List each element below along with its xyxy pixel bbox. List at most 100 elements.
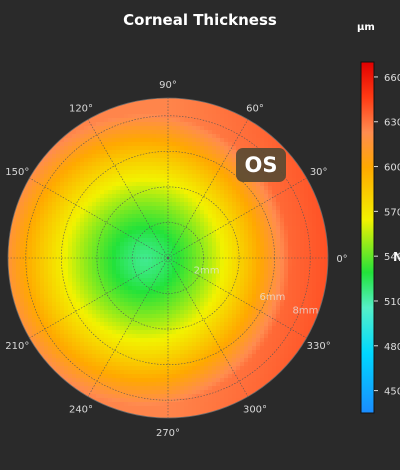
heatmap-cell bbox=[212, 230, 217, 235]
heatmap-cell bbox=[208, 286, 213, 291]
heatmap-cell bbox=[256, 350, 261, 355]
heatmap-cell bbox=[312, 218, 317, 223]
heatmap-cell bbox=[88, 338, 93, 343]
heatmap-cell bbox=[100, 270, 105, 275]
heatmap-cell bbox=[116, 362, 121, 367]
heatmap-cell bbox=[148, 162, 153, 167]
heatmap-cell bbox=[164, 202, 169, 207]
heatmap-cell bbox=[36, 166, 41, 171]
heatmap-cell bbox=[256, 238, 261, 243]
heatmap-cell bbox=[36, 298, 41, 303]
heatmap-cell bbox=[236, 130, 241, 135]
heatmap-cell bbox=[60, 326, 65, 331]
heatmap-cell bbox=[120, 234, 125, 239]
heatmap-cell bbox=[284, 306, 289, 311]
heatmap-cell bbox=[40, 166, 45, 171]
heatmap-cell bbox=[8, 258, 13, 263]
heatmap-cell bbox=[96, 170, 101, 175]
heatmap-cell bbox=[112, 334, 117, 339]
heatmap-cell bbox=[232, 282, 237, 287]
heatmap-cell bbox=[216, 198, 221, 203]
heatmap-cell bbox=[232, 278, 237, 283]
heatmap-cell bbox=[84, 274, 89, 279]
heatmap-cell bbox=[240, 362, 245, 367]
heatmap-cell bbox=[148, 262, 153, 267]
heatmap-cell bbox=[292, 170, 297, 175]
heatmap-cell bbox=[216, 226, 221, 231]
heatmap-cell bbox=[308, 318, 313, 323]
heatmap-cell bbox=[168, 118, 173, 123]
heatmap-cell bbox=[192, 130, 197, 135]
heatmap-cell bbox=[100, 306, 105, 311]
heatmap-cell bbox=[252, 350, 257, 355]
heatmap-cell bbox=[96, 298, 101, 303]
heatmap-cell bbox=[220, 246, 225, 251]
heatmap-cell bbox=[156, 230, 161, 235]
heatmap-cell bbox=[12, 242, 17, 247]
heatmap-cell bbox=[92, 118, 97, 123]
heatmap-cell bbox=[292, 166, 297, 171]
heatmap-cell bbox=[260, 198, 265, 203]
heatmap-cell bbox=[16, 306, 21, 311]
heatmap-cell bbox=[252, 234, 257, 239]
heatmap-cell bbox=[212, 326, 217, 331]
heatmap-cell bbox=[96, 114, 101, 119]
heatmap-cell bbox=[112, 238, 117, 243]
heatmap-cell bbox=[224, 330, 229, 335]
heatmap-cell bbox=[100, 122, 105, 127]
heatmap-cell bbox=[224, 182, 229, 187]
heatmap-cell bbox=[316, 238, 321, 243]
heatmap-cell bbox=[272, 354, 277, 359]
heatmap-cell bbox=[168, 370, 173, 375]
heatmap-cell bbox=[20, 258, 25, 263]
heatmap-cell bbox=[216, 146, 221, 151]
heatmap-cell bbox=[284, 294, 289, 299]
heatmap-cell bbox=[88, 346, 93, 351]
heatmap-cell bbox=[100, 138, 105, 143]
heatmap-cell bbox=[268, 274, 273, 279]
heatmap-cell bbox=[288, 198, 293, 203]
heatmap-cell bbox=[80, 266, 85, 271]
heatmap-cell bbox=[148, 374, 153, 379]
heatmap-cell bbox=[72, 210, 77, 215]
heatmap-cell bbox=[64, 358, 69, 363]
heatmap-cell bbox=[120, 186, 125, 191]
heatmap-cell bbox=[272, 314, 277, 319]
heatmap-cell bbox=[296, 282, 301, 287]
heatmap-cell bbox=[232, 374, 237, 379]
heatmap-cell bbox=[304, 306, 309, 311]
heatmap-cell bbox=[208, 158, 213, 163]
heatmap-cell bbox=[28, 178, 33, 183]
heatmap-cell bbox=[120, 250, 125, 255]
heatmap-cell bbox=[60, 262, 65, 267]
heatmap-cell bbox=[172, 262, 177, 267]
heatmap-cell bbox=[164, 270, 169, 275]
heatmap-cell bbox=[164, 274, 169, 279]
heatmap-cell bbox=[76, 150, 81, 155]
heatmap-cell bbox=[152, 298, 157, 303]
heatmap-cell bbox=[48, 310, 53, 315]
heatmap-cell bbox=[168, 374, 173, 379]
heatmap-cell bbox=[232, 318, 237, 323]
heatmap-cell bbox=[100, 106, 105, 111]
heatmap-cell bbox=[296, 278, 301, 283]
heatmap-cell bbox=[136, 130, 141, 135]
heatmap-cell bbox=[180, 98, 185, 103]
heatmap-cell bbox=[120, 374, 125, 379]
heatmap-cell bbox=[96, 226, 101, 231]
heatmap-cell bbox=[248, 186, 253, 191]
heatmap-cell bbox=[136, 334, 141, 339]
heatmap-cell bbox=[64, 330, 69, 335]
heatmap-cell bbox=[80, 274, 85, 279]
heatmap-cell bbox=[212, 286, 217, 291]
heatmap-cell bbox=[232, 178, 237, 183]
heatmap-cell bbox=[128, 102, 133, 107]
heatmap-cell bbox=[80, 334, 85, 339]
heatmap-cell bbox=[72, 238, 77, 243]
heatmap-cell bbox=[28, 314, 33, 319]
heatmap-cell bbox=[60, 374, 65, 379]
heatmap-cell bbox=[232, 170, 237, 175]
heatmap-cell bbox=[128, 238, 133, 243]
heatmap-cell bbox=[44, 210, 49, 215]
heatmap-cell bbox=[228, 134, 233, 139]
